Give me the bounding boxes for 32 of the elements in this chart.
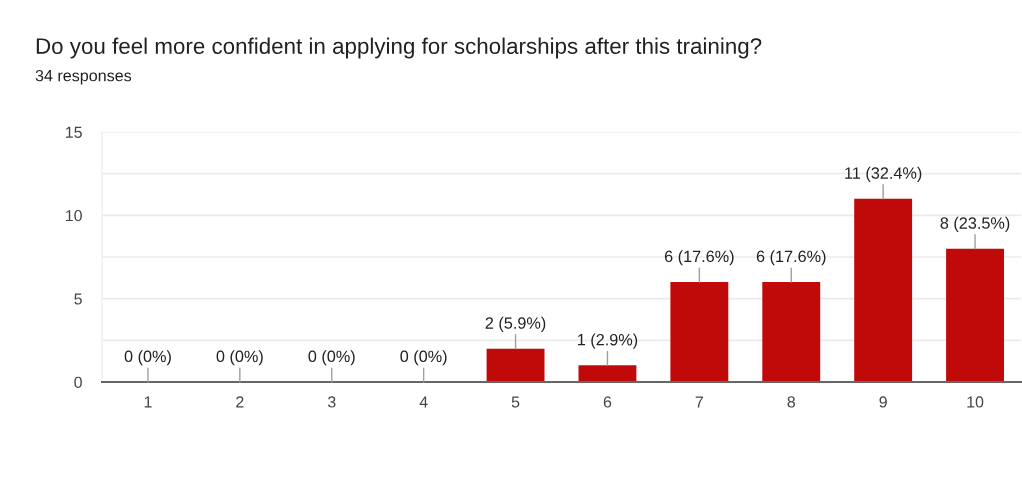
x-tick-label: 9 (879, 396, 887, 408)
data-label: 8 (23.5%) (940, 216, 1010, 232)
data-label: 6 (17.6%) (664, 250, 734, 266)
data-label: 2 (5.9%) (485, 316, 546, 332)
bar (762, 282, 821, 382)
x-tick-label: 7 (695, 396, 703, 408)
data-label: 0 (0%) (308, 350, 355, 366)
bar (946, 248, 1004, 382)
x-tick-label: 1 (144, 396, 152, 408)
data-label: 0 (0%) (124, 350, 171, 366)
data-label: 6 (17.6%) (756, 250, 826, 266)
y-tick-label: 5 (74, 293, 82, 305)
bar (854, 198, 913, 382)
x-tick-label: 5 (511, 396, 520, 408)
data-label: 1 (2.9%) (577, 333, 638, 349)
x-tick-label: 4 (419, 396, 428, 408)
x-tick-label: 10 (967, 396, 984, 408)
x-tick-label: 8 (787, 396, 795, 408)
y-tick-label: 10 (66, 209, 82, 222)
x-tick-label: 3 (327, 396, 336, 408)
bar (578, 365, 637, 382)
chart-subtitle: 34 responses (35, 69, 132, 85)
x-tick-label: 6 (603, 396, 612, 408)
x-tick-label: 2 (236, 396, 244, 408)
bar (670, 282, 729, 382)
y-tick-label: 0 (74, 376, 82, 388)
data-label: 0 (0%) (216, 350, 263, 366)
chart-title: Do you feel more confident in applying for scholarships after this training? (36, 37, 762, 59)
data-label: 11 (32.4%) (845, 166, 922, 182)
y-tick-label: 15 (66, 126, 82, 138)
data-label: 0 (0%) (400, 350, 447, 366)
bar (486, 348, 545, 382)
